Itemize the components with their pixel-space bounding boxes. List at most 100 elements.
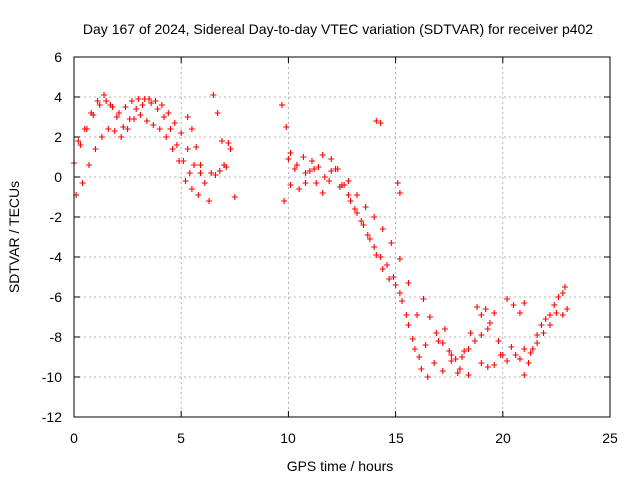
data-point: [354, 192, 361, 198]
data-point: [152, 98, 159, 104]
data-point: [163, 134, 170, 140]
data-point: [328, 156, 335, 162]
y-tick-label: -12: [42, 409, 62, 425]
data-point: [414, 312, 421, 318]
data-point: [139, 102, 146, 108]
data-point: [302, 170, 309, 176]
chart-title: Day 167 of 2024, Sidereal Day-to-day VTE…: [83, 21, 593, 37]
data-point: [214, 110, 221, 116]
data-point: [529, 346, 536, 352]
y-tick-label: -6: [50, 289, 63, 305]
data-point: [98, 134, 105, 140]
data-point: [336, 184, 343, 190]
data-point: [79, 180, 86, 186]
data-point: [399, 298, 406, 304]
data-point: [491, 310, 498, 316]
data-point: [521, 372, 528, 378]
data-point: [150, 122, 157, 128]
data-point: [225, 140, 232, 146]
x-tick-label: 0: [70, 430, 78, 446]
data-point: [465, 346, 472, 352]
data-point: [94, 98, 101, 104]
data-point: [293, 162, 300, 168]
data-point: [201, 180, 208, 186]
data-point: [439, 340, 446, 346]
data-point: [373, 118, 380, 124]
data-point: [516, 310, 523, 316]
data-point: [446, 348, 453, 354]
y-tick-label: 4: [54, 89, 62, 105]
grid: [74, 57, 610, 417]
y-tick-label: -8: [50, 329, 63, 345]
y-axis-label: SDTVAR / TECUs: [6, 181, 22, 293]
data-point: [452, 356, 459, 362]
data-point: [439, 368, 446, 374]
data-point: [81, 126, 88, 132]
data-point: [504, 296, 511, 302]
data-point: [478, 312, 485, 318]
data-point: [486, 320, 493, 326]
data-point: [521, 300, 528, 306]
data-point: [86, 162, 93, 168]
data-point: [491, 362, 498, 368]
y-tick-label: 6: [54, 49, 62, 65]
data-point: [191, 162, 198, 168]
data-point: [107, 102, 114, 108]
data-point: [281, 198, 288, 204]
data-point: [88, 110, 95, 116]
x-tick-label: 5: [177, 430, 185, 446]
data-point: [461, 348, 468, 354]
data-point: [416, 354, 423, 360]
data-point: [161, 114, 168, 120]
data-point: [120, 124, 127, 130]
data-point: [386, 276, 393, 282]
data-point: [184, 146, 191, 152]
data-point: [422, 342, 429, 348]
data-point: [358, 218, 365, 224]
data-point: [218, 138, 225, 144]
data-point: [212, 172, 219, 178]
data-point: [525, 360, 532, 366]
data-point: [221, 162, 228, 168]
data-point: [137, 112, 144, 118]
data-point: [366, 236, 373, 242]
data-point: [364, 232, 371, 238]
data-point: [118, 134, 125, 140]
data-point: [156, 126, 163, 132]
data-point: [208, 170, 215, 176]
data-point: [326, 178, 333, 184]
data-point: [92, 146, 99, 152]
data-point: [287, 182, 294, 188]
data-point: [471, 338, 478, 344]
data-point: [345, 178, 352, 184]
data-point: [188, 126, 195, 132]
data-point: [113, 114, 120, 120]
data-point: [424, 374, 431, 380]
data-point: [546, 312, 553, 318]
data-point: [176, 158, 183, 164]
data-point: [484, 326, 491, 332]
data-point: [497, 352, 504, 358]
data-point: [178, 130, 185, 136]
data-point: [283, 124, 290, 130]
data-point: [388, 240, 395, 246]
data-point: [77, 142, 84, 148]
data-point: [165, 110, 172, 116]
data-point: [418, 366, 425, 372]
y-tick-labels: 6 4 2 0 -2 -4 -6 -8 -10 -12: [42, 49, 62, 425]
data-point: [167, 126, 174, 132]
data-point: [313, 180, 320, 186]
data-point: [484, 364, 491, 370]
data-point: [306, 168, 313, 174]
data-point: [546, 322, 553, 328]
data-point: [287, 150, 294, 156]
data-point: [105, 126, 112, 132]
plot-frame: [73, 56, 611, 418]
x-tick-label: 10: [280, 430, 296, 446]
data-point: [396, 256, 403, 262]
data-point: [371, 244, 378, 250]
data-point: [103, 98, 110, 104]
data-point: [411, 346, 418, 352]
data-point: [135, 96, 142, 102]
